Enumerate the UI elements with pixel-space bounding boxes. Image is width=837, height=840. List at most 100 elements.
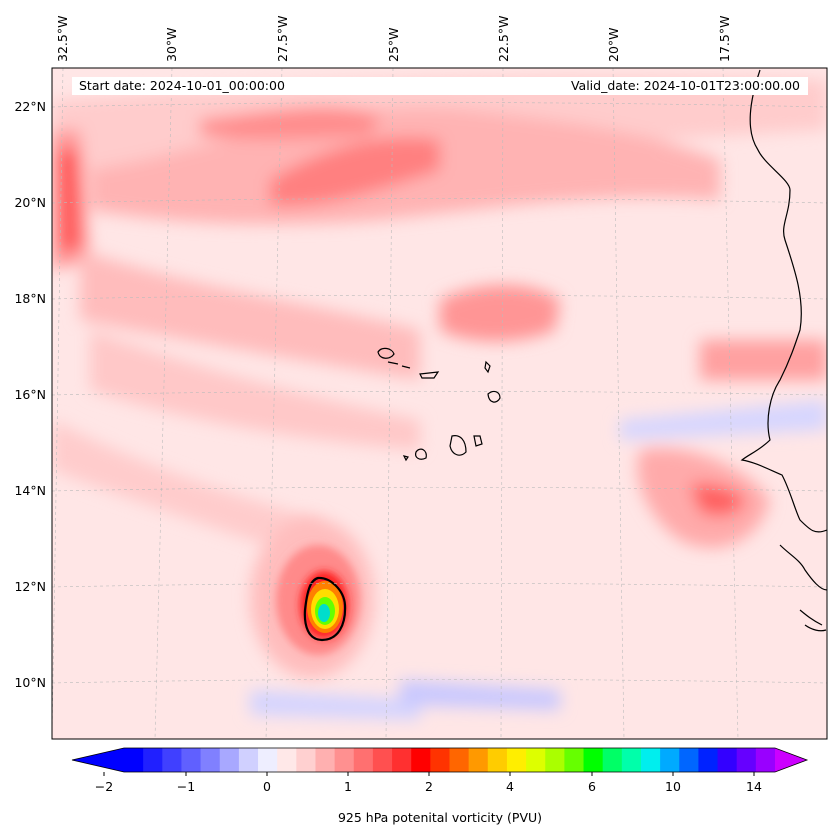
colorbar-cell	[640, 748, 661, 772]
colorbar-ticks: −2 −1 0 1 2 4 6 10 14	[95, 772, 762, 794]
colorbar-cell	[602, 748, 623, 772]
colorbar-cell	[660, 748, 680, 772]
lat-label: 22°N	[14, 99, 46, 114]
lat-label: 14°N	[14, 483, 46, 498]
colorbar-cell	[277, 748, 297, 772]
lon-label: 20°W	[606, 27, 621, 62]
graticule	[52, 68, 827, 739]
lon-label: 32.5°W	[55, 16, 70, 62]
northern-maximum-b	[270, 137, 440, 206]
eastern-negative-band	[620, 400, 827, 440]
southern-negative-band-b	[400, 680, 560, 710]
colorbar-cell	[506, 748, 527, 772]
colorbar-tick-label: 14	[746, 779, 762, 794]
start-date-label: Start date: 2024-10-01_00:00:00	[79, 78, 285, 93]
colorbar-tick-label: 0	[263, 779, 271, 794]
colorbar-tick-label: 10	[665, 779, 681, 794]
african-coast	[740, 69, 827, 533]
colorbar-cell	[296, 748, 316, 772]
colorbar-cell	[755, 748, 776, 772]
colorbar-cell	[143, 748, 163, 772]
african-coast-south	[779, 544, 827, 591]
pv-contours	[52, 77, 827, 720]
date-banner	[72, 77, 808, 95]
colorbar-cell	[449, 748, 470, 772]
lat-label: 18°N	[14, 291, 46, 306]
colorbar: −2 −1 0 1 2 4 6 10 14 925 hPa potenital …	[71, 747, 809, 825]
colorbar-tick-label: 6	[588, 779, 596, 794]
sao-nicolau	[419, 371, 440, 379]
lon-label: 27.5°W	[275, 16, 290, 62]
colorbar-cell	[487, 748, 508, 772]
colorbar-cell	[315, 748, 336, 772]
lat-label: 10°N	[14, 675, 46, 690]
southern-band	[90, 330, 420, 450]
lon-label: 17.5°W	[717, 16, 732, 62]
colorbar-outline	[71, 747, 809, 773]
colorbar-cell	[372, 748, 393, 772]
colorbar-cell	[411, 748, 431, 772]
northern-maximum-a	[200, 107, 380, 139]
colorbar-cell	[564, 748, 585, 772]
bijagos-islands	[799, 609, 827, 632]
pv-field	[52, 68, 827, 739]
brava	[402, 455, 409, 462]
lat-label: 16°N	[14, 387, 46, 402]
lon-label: 30°W	[164, 27, 179, 62]
colorbar-cell	[621, 748, 642, 772]
colorbar-cell	[698, 748, 719, 772]
colorbar-cell	[468, 748, 489, 772]
colorbar-cell	[736, 748, 757, 772]
western-edge-core	[58, 150, 80, 250]
eastern-streak	[700, 340, 827, 380]
santo-antao	[377, 347, 395, 359]
vortex-contour	[303, 576, 347, 642]
colorbar-cell	[200, 748, 221, 772]
boa-vista	[487, 390, 501, 403]
sal	[484, 360, 491, 374]
colorbar-cell	[334, 748, 355, 772]
valid-date-label: Valid_date: 2024-10-01T23:00:00.00	[571, 78, 800, 93]
coastlines	[377, 69, 827, 632]
colorbar-cell	[392, 748, 412, 772]
colorbar-tick-label: −2	[95, 779, 113, 794]
southern-negative-band	[250, 690, 420, 720]
cyclone-vortex	[250, 518, 374, 678]
colorbar-cell	[238, 748, 259, 772]
colorbar-cell	[219, 748, 240, 772]
colorbar-cell	[181, 748, 202, 772]
lat-label: 12°N	[14, 579, 46, 594]
lon-label: 22.5°W	[496, 16, 511, 62]
santiago	[449, 435, 467, 456]
maio	[473, 435, 483, 447]
colorbar-tick-label: 2	[425, 779, 433, 794]
sao-vicente-santa-luzia	[387, 361, 411, 369]
colorbar-cell	[583, 748, 604, 772]
vortex-ring-5	[318, 604, 330, 622]
colorbar-cell	[162, 748, 182, 772]
colorbar-cell	[353, 748, 374, 772]
colorbar-cell	[430, 748, 450, 772]
colorbar-cell	[124, 748, 144, 772]
central-maximum	[440, 285, 560, 342]
colorbar-extend-low	[72, 748, 124, 772]
lat-label: 20°N	[14, 195, 46, 210]
colorbar-cell	[679, 748, 699, 772]
colorbar-cell	[258, 748, 278, 772]
fogo	[415, 448, 427, 460]
colorbar-label: 925 hPa potenital vorticity (PVU)	[338, 810, 542, 825]
southwest-band	[52, 420, 320, 560]
longitude-labels: 32.5°W 30°W 27.5°W 25°W 22.5°W 20°W 17.5…	[55, 16, 732, 62]
colorbar-tick-label: 4	[506, 779, 514, 794]
colorbar-cells	[124, 748, 776, 772]
latitude-labels: 22°N 20°N 18°N 16°N 14°N 12°N 10°N	[14, 99, 46, 690]
colorbar-tick-label: 1	[344, 779, 352, 794]
colorbar-extend-high	[775, 748, 807, 772]
lon-label: 25°W	[386, 27, 401, 62]
central-band	[80, 250, 420, 380]
colorbar-cell	[526, 748, 546, 772]
colorbar-cell	[545, 748, 565, 772]
map-frame	[51, 67, 828, 740]
